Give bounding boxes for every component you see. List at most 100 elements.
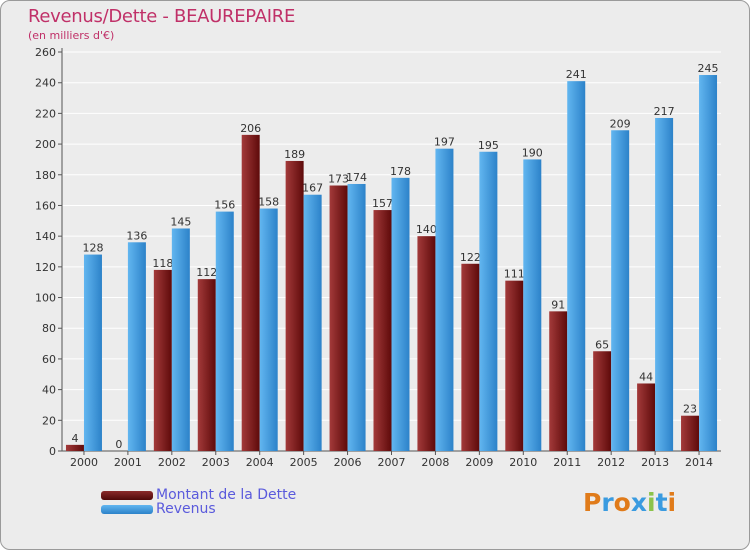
x-tick-label: 2000 — [70, 456, 98, 469]
bar-dette — [285, 160, 304, 451]
x-tick-label: 2008 — [421, 456, 449, 469]
logo-letter: i — [647, 488, 656, 517]
x-tick-label: 2011 — [553, 456, 581, 469]
bar-revenus — [435, 148, 454, 451]
data-label-dette: 122 — [460, 251, 481, 264]
bar-revenus — [83, 254, 102, 451]
x-tick-label: 2013 — [641, 456, 669, 469]
data-label-revenus: 156 — [214, 199, 235, 212]
bar-revenus — [391, 177, 410, 452]
data-label-dette: 189 — [284, 148, 305, 161]
x-tick-label: 2009 — [465, 456, 493, 469]
y-tick-label: 220 — [35, 107, 56, 120]
bar-revenus — [699, 75, 718, 452]
y-tick-label: 160 — [35, 199, 56, 212]
data-label-dette: 118 — [152, 257, 173, 270]
data-label-revenus: 190 — [522, 146, 543, 159]
data-label-dette: 157 — [372, 197, 393, 210]
y-tick-label: 100 — [35, 292, 56, 305]
legend-label-dette: Montant de la Dette — [156, 487, 297, 503]
bar-dette — [373, 210, 392, 451]
y-tick-label: 0 — [49, 445, 56, 458]
bar-dette — [505, 280, 524, 451]
y-tick-label: 20 — [42, 414, 56, 427]
data-label-dette: 140 — [416, 223, 437, 236]
data-label-dette: 23 — [683, 403, 697, 416]
y-tick-label: 60 — [42, 353, 56, 366]
logo-letter: i — [667, 488, 677, 517]
bar-dette — [65, 444, 84, 451]
data-label-dette: 65 — [595, 338, 609, 351]
bar-revenus — [303, 194, 322, 451]
data-label-dette: 91 — [551, 298, 565, 311]
x-tick-label: 2002 — [158, 456, 186, 469]
data-label-revenus: 174 — [346, 171, 367, 184]
bar-revenus — [259, 208, 278, 451]
bar-revenus — [611, 130, 630, 451]
y-tick-label: 240 — [35, 77, 56, 90]
legend-item-revenus: Revenus — [101, 501, 216, 517]
bar-dette — [241, 134, 260, 451]
bar-dette — [417, 236, 436, 451]
bar-revenus — [523, 159, 542, 451]
data-label-revenus: 128 — [82, 242, 103, 255]
legend-item-dette: Montant de la Dette — [101, 487, 296, 503]
y-tick-label: 200 — [35, 138, 56, 151]
data-label-dette: 206 — [240, 122, 261, 135]
data-label-dette: 111 — [504, 268, 525, 281]
bar-dette — [549, 311, 568, 451]
legend-label-revenus: Revenus — [156, 501, 216, 517]
y-tick-label: 180 — [35, 169, 56, 182]
x-tick-label: 2005 — [290, 456, 318, 469]
data-label-revenus: 136 — [126, 229, 147, 242]
x-tick-label: 2007 — [378, 456, 406, 469]
chart-subtitle: (en milliers d'€) — [28, 29, 115, 42]
legend-swatch-dette — [101, 490, 153, 500]
logo-letter: r — [601, 488, 614, 517]
data-label-dette: 44 — [639, 370, 653, 383]
data-label-revenus: 195 — [478, 139, 499, 152]
bar-revenus — [479, 151, 498, 451]
y-tick-label: 260 — [35, 46, 56, 59]
data-label-dette: 112 — [196, 266, 217, 279]
bar-dette — [593, 351, 612, 451]
legend-swatch-revenus — [101, 504, 153, 514]
data-label-revenus: 158 — [258, 196, 279, 209]
bar-dette — [637, 383, 656, 451]
logo-letter: o — [613, 488, 631, 517]
y-tick-label: 40 — [42, 384, 56, 397]
data-label-dette: 0 — [115, 438, 122, 451]
data-label-revenus: 178 — [390, 165, 411, 178]
bar-revenus — [215, 211, 234, 451]
bar-dette — [329, 185, 348, 451]
data-label-revenus: 245 — [698, 62, 719, 75]
bar-dette — [153, 269, 172, 451]
logo-letter: x — [630, 488, 647, 517]
bar-dette — [681, 415, 700, 451]
x-tick-label: 2004 — [246, 456, 274, 469]
y-tick-label: 120 — [35, 261, 56, 274]
x-tick-label: 2012 — [597, 456, 625, 469]
y-tick-label: 80 — [42, 322, 56, 335]
data-label-revenus: 217 — [654, 105, 675, 118]
x-tick-label: 2003 — [202, 456, 230, 469]
bar-revenus — [171, 228, 190, 451]
bar-dette — [461, 263, 480, 451]
bar-revenus — [127, 242, 146, 451]
logo-letter: t — [655, 488, 668, 517]
data-label-dette: 173 — [328, 173, 349, 186]
proxiti-logo: Proxiti — [583, 488, 676, 517]
bar-revenus — [567, 81, 586, 452]
x-tick-label: 2014 — [685, 456, 713, 469]
data-label-revenus: 167 — [302, 182, 323, 195]
y-tick-label: 140 — [35, 230, 56, 243]
x-tick-label: 2001 — [114, 456, 142, 469]
bar-revenus — [655, 117, 674, 451]
bar-dette — [197, 279, 216, 451]
data-label-revenus: 241 — [566, 68, 587, 81]
bar-revenus — [347, 183, 366, 451]
data-label-revenus: 209 — [610, 117, 631, 130]
x-tick-label: 2010 — [509, 456, 537, 469]
